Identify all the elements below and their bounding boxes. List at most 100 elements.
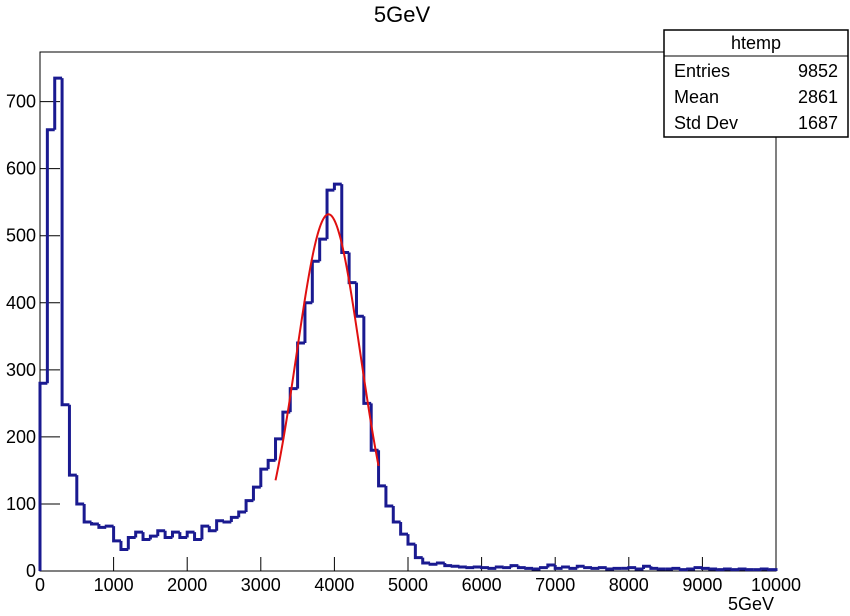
histogram-bin — [274, 437, 283, 461]
histogram-bin — [251, 485, 261, 501]
histogram-bin — [237, 510, 247, 518]
histogram-bin — [583, 566, 592, 570]
y-tick-label: 500 — [6, 226, 36, 246]
histogram-bin — [156, 529, 166, 537]
histogram-bin — [126, 535, 136, 550]
histogram-bin — [649, 566, 659, 570]
histogram-bin — [435, 561, 445, 565]
x-tick-label: 3000 — [241, 575, 281, 595]
histogram-bin — [516, 565, 526, 570]
histogram-bin — [340, 184, 350, 254]
x-tick-label: 2000 — [167, 575, 207, 595]
histogram-bin — [288, 387, 298, 413]
histogram-bin — [590, 566, 600, 570]
fit-curve — [274, 213, 380, 481]
histogram-bin — [384, 485, 394, 508]
stats-box — [663, 29, 849, 138]
histogram-bin — [730, 568, 740, 572]
y-tick-label: 200 — [6, 427, 36, 447]
histogram-bin — [465, 566, 475, 570]
histogram-bin — [715, 568, 725, 572]
stats-name: htemp — [731, 33, 781, 53]
histogram-bin — [296, 341, 305, 389]
y-tick-label: 600 — [6, 159, 36, 179]
histogram-bin — [67, 404, 77, 477]
histogram-bin — [568, 566, 578, 570]
histogram-bin — [413, 544, 423, 560]
histogram-bin — [399, 522, 408, 536]
x-tick-label: 10000 — [751, 575, 801, 595]
y-tick-label: 300 — [6, 360, 36, 380]
histogram-bin — [377, 450, 386, 488]
stats-value: 1687 — [798, 113, 838, 133]
histogram-bin — [259, 467, 269, 488]
histogram-bin — [634, 567, 644, 571]
histogram-bin — [53, 76, 63, 130]
histogram-bin — [310, 259, 320, 303]
histogram-bin — [737, 567, 747, 571]
histogram-bin — [443, 562, 453, 568]
y-tick-label: 100 — [6, 494, 36, 514]
histogram-bin — [686, 567, 696, 571]
histogram-bin — [45, 128, 55, 384]
histogram-bin — [597, 566, 607, 570]
histogram-bin — [222, 520, 232, 524]
x-tick-label: 6000 — [462, 575, 502, 595]
histogram-bin — [332, 182, 342, 191]
histogram-bin — [229, 515, 239, 523]
histogram-bin — [303, 301, 313, 344]
histogram-bin — [487, 566, 497, 570]
histogram-bin — [627, 566, 637, 570]
x-tick-label: 9000 — [682, 575, 722, 595]
x-axis-label: 5GeV — [728, 594, 774, 614]
histogram-bin — [266, 458, 276, 470]
histogram-bin — [318, 237, 328, 262]
histogram-bin — [185, 530, 195, 538]
histogram-bin — [458, 565, 467, 569]
histogram-bin — [656, 567, 666, 571]
histogram-bin — [325, 188, 335, 240]
stats-label: Std Dev — [674, 113, 738, 133]
histogram-bin — [207, 526, 217, 533]
histogram-bin — [538, 566, 548, 570]
histogram-bin — [163, 530, 173, 539]
histogram-bin — [693, 566, 703, 570]
histogram-bin — [178, 532, 188, 539]
stats-value: 2861 — [798, 87, 838, 107]
histogram-bin — [553, 564, 563, 570]
histogram-bin — [347, 252, 357, 285]
histogram-bin — [148, 534, 158, 540]
histogram-bin — [700, 566, 710, 570]
histogram-bin — [391, 505, 401, 524]
histogram-bin — [90, 522, 99, 526]
histogram-bin — [575, 564, 585, 569]
histogram-bin — [524, 566, 534, 570]
y-tick-label: 400 — [6, 293, 36, 313]
histogram-bin — [104, 524, 114, 528]
histogram-bin — [472, 565, 482, 569]
histogram-bin — [678, 568, 688, 572]
histogram-bin — [112, 526, 121, 543]
histogram-bin — [200, 524, 210, 540]
histogram-bin — [244, 499, 254, 512]
histogram-bin — [722, 567, 732, 571]
histogram-bin — [421, 557, 431, 565]
histogram-bin — [450, 564, 460, 568]
histogram-bin — [406, 534, 416, 546]
histogram-bin — [509, 564, 519, 568]
histogram-bin — [119, 540, 129, 552]
y-tick-label: 700 — [6, 92, 36, 112]
histogram-bin — [767, 568, 778, 572]
histogram-bin — [502, 566, 512, 570]
x-tick-label: 0 — [35, 575, 45, 595]
histogram-bin — [605, 567, 615, 571]
histogram-bin — [75, 475, 85, 506]
histogram-bin — [60, 78, 70, 407]
histogram-bin — [745, 568, 754, 572]
histogram-bin — [215, 519, 224, 531]
stats-value: 9852 — [798, 61, 838, 81]
x-tick-label: 8000 — [609, 575, 649, 595]
histogram-bin — [561, 565, 570, 569]
histogram-bin — [671, 566, 681, 570]
